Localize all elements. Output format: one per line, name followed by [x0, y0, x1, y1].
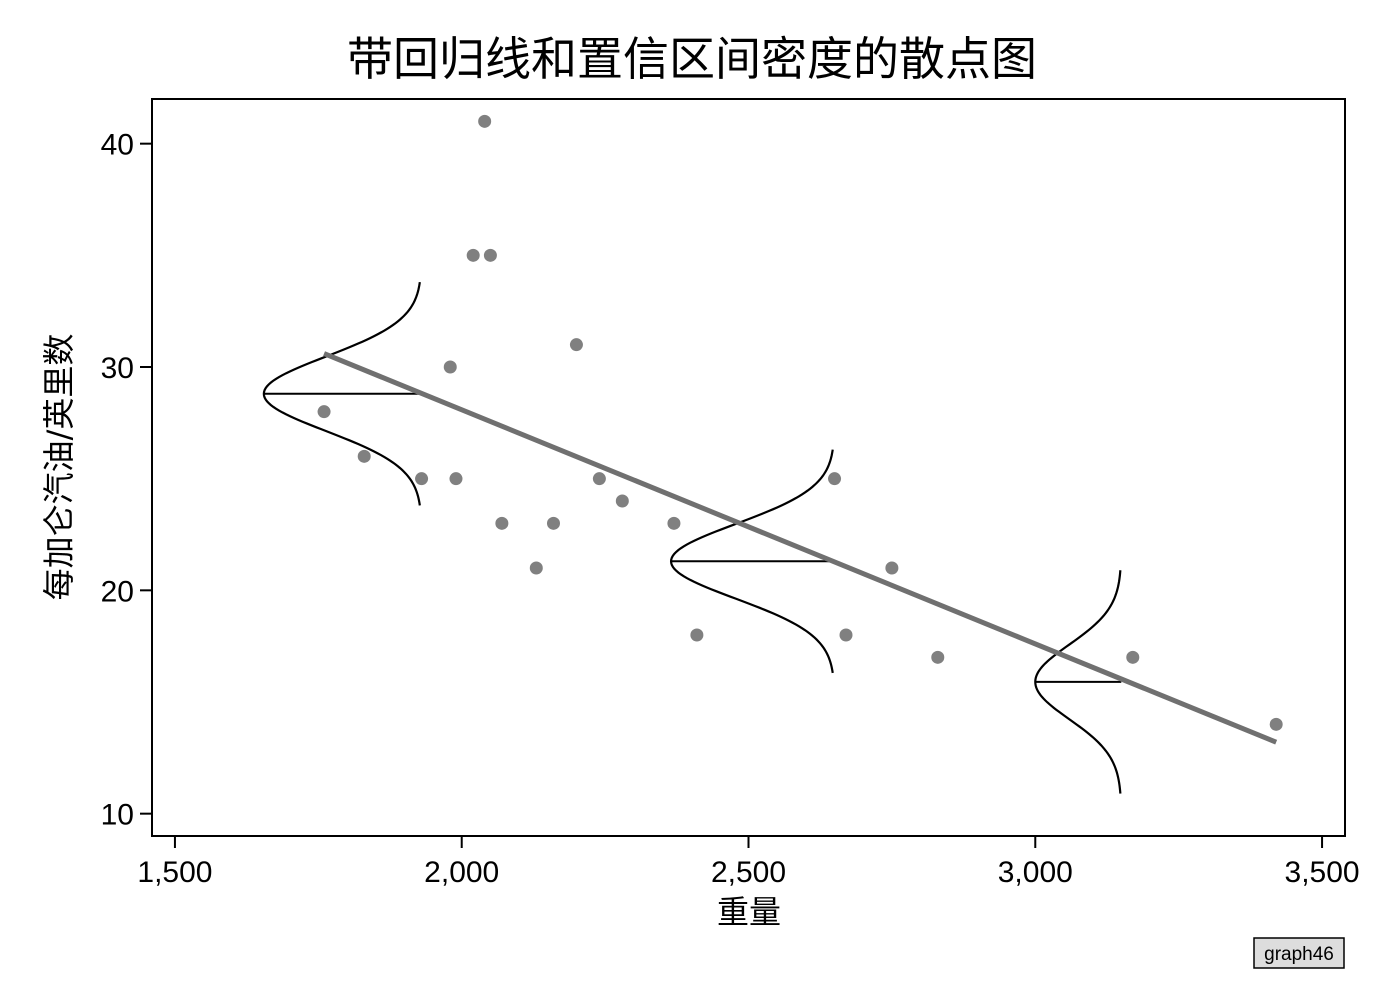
data-point — [415, 472, 429, 486]
data-point — [495, 516, 509, 530]
data-point — [443, 360, 457, 374]
data-point — [317, 405, 331, 419]
y-axis: 10 20 30 40 — [101, 129, 152, 832]
data-point — [828, 472, 842, 486]
graph-note-label: graph46 — [1264, 944, 1334, 965]
data-point — [546, 516, 560, 530]
y-tick-label: 20 — [101, 575, 134, 608]
y-tick-label: 10 — [101, 799, 134, 832]
x-tick-label: 3,500 — [1285, 856, 1360, 889]
data-point — [449, 472, 463, 486]
data-point — [931, 650, 945, 664]
data-point — [1269, 717, 1283, 731]
data-point — [592, 472, 606, 486]
scatter-points — [317, 114, 1283, 731]
chart-title: 带回归线和置信区间密度的散点图 — [347, 32, 1037, 86]
data-point — [529, 561, 543, 575]
graph-note-box — [1253, 937, 1345, 969]
x-tick-label: 3,000 — [998, 856, 1073, 889]
y-tick-label: 40 — [101, 129, 134, 162]
data-point — [1126, 650, 1140, 664]
x-tick-label: 2,000 — [424, 856, 499, 889]
x-axis-title: 重量 — [717, 893, 781, 931]
data-point — [839, 628, 853, 642]
data-point — [357, 449, 371, 463]
data-point — [483, 248, 497, 262]
data-point — [478, 114, 492, 128]
data-point — [690, 628, 704, 642]
x-tick-label: 1,500 — [137, 856, 212, 889]
x-axis: 1,500 2,000 2,500 3,000 3,500 — [137, 836, 1360, 889]
y-axis-title: 每加仑汽油/英里数 — [40, 334, 78, 601]
plot-area-frame — [151, 98, 1346, 837]
data-point — [569, 338, 583, 352]
y-tick-label: 30 — [101, 352, 134, 385]
data-point — [667, 516, 681, 530]
data-point — [466, 248, 480, 262]
density-curves — [262, 281, 1122, 794]
data-point — [885, 561, 899, 575]
x-tick-label: 2,500 — [711, 856, 786, 889]
regression-line-layer — [323, 351, 1278, 745]
data-point — [615, 494, 629, 508]
density-curve — [262, 281, 421, 506]
regression-line — [323, 351, 1278, 745]
